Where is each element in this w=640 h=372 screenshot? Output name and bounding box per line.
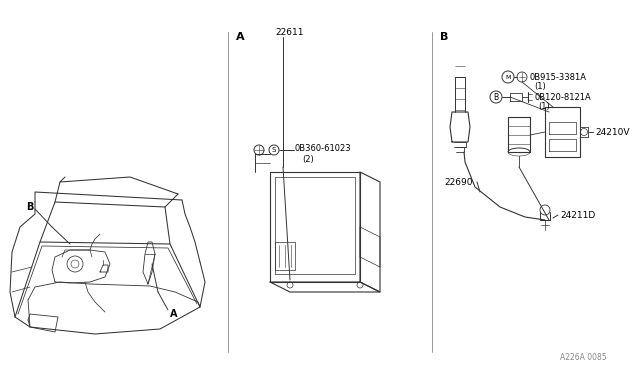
Text: M: M [506, 74, 511, 80]
Text: (1): (1) [538, 102, 550, 110]
Text: S: S [272, 147, 276, 153]
Text: A: A [170, 309, 177, 319]
Text: B: B [493, 93, 499, 102]
Text: 22690: 22690 [444, 177, 472, 186]
Text: A226A 0085: A226A 0085 [560, 353, 607, 362]
Text: (2): (2) [302, 154, 314, 164]
Text: B: B [26, 202, 33, 212]
Text: 22611: 22611 [275, 28, 303, 36]
Text: (1): (1) [534, 81, 546, 90]
Text: 0B120-8121A: 0B120-8121A [535, 93, 592, 102]
Text: 0B360-61023: 0B360-61023 [295, 144, 351, 153]
Text: 24211D: 24211D [560, 211, 595, 219]
Text: 24210V: 24210V [595, 128, 630, 137]
Text: A: A [236, 32, 244, 42]
Text: 0B915-3381A: 0B915-3381A [530, 73, 587, 81]
Text: B: B [440, 32, 449, 42]
